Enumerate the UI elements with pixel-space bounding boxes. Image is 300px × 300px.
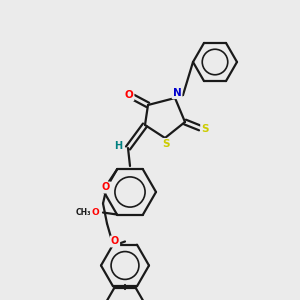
Text: O: O xyxy=(124,90,134,100)
Text: O: O xyxy=(91,208,99,217)
Text: O: O xyxy=(111,236,119,247)
Text: O: O xyxy=(102,182,110,193)
Text: N: N xyxy=(172,88,182,98)
Text: H: H xyxy=(114,141,122,151)
Text: S: S xyxy=(162,139,170,149)
Text: S: S xyxy=(201,124,209,134)
Text: CH₃: CH₃ xyxy=(75,208,91,217)
